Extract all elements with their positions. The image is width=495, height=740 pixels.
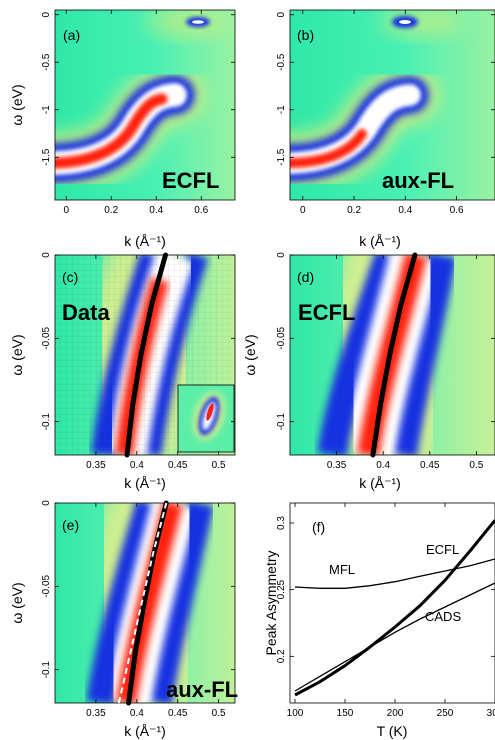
xlabel-e: k (Å⁻¹) — [124, 723, 166, 739]
ytick-label-e: 0 — [41, 500, 52, 506]
series-label-cads: CADS — [425, 609, 461, 624]
ytick-label-a: 0 — [41, 12, 52, 18]
xtick-label-d: 0.35 — [327, 460, 347, 471]
axes-f: 100 150 200 250 300 0.2 0.25 0.3 — [276, 503, 495, 719]
heatmap-c — [55, 255, 235, 455]
series-label-mfl: MFL — [329, 562, 355, 577]
xtick-label-f: 250 — [437, 708, 454, 719]
ytick-label-d: -0.1 — [276, 413, 287, 431]
xtick-label-c: 0.5 — [212, 460, 226, 471]
axes-b: 0 0.2 0.4 0.6 0 -0.5 -1 -1.5 — [276, 10, 495, 216]
xlabel-b: k (Å⁻¹) — [359, 233, 401, 249]
dispersion-dashed-e — [117, 502, 168, 704]
ylabel-c: ω (eV) — [9, 334, 25, 375]
series-label-ecfl: ECFL — [426, 542, 459, 557]
xtick-label-f: 100 — [287, 708, 304, 719]
xlabel-a: k (Å⁻¹) — [124, 233, 166, 249]
ylabel-e: ω (eV) — [9, 582, 25, 623]
ytick-label-a: -0.5 — [41, 53, 52, 71]
inset-c — [177, 384, 235, 453]
xtick-label-f: 200 — [387, 708, 404, 719]
ytick-label-d: -0.05 — [276, 327, 287, 350]
ytick-label-d: 0 — [276, 252, 287, 258]
axes-e: 0.35 0.4 0.45 0.5 0 -0.05 -0.1 — [41, 500, 235, 719]
annotation-b: aux-FL — [382, 168, 454, 193]
panel-a: 0 0.2 0.4 0.6 0 -0.5 -1 -1.5 (a) ECFL ω (eV) k … — [9, 9, 236, 249]
dispersion-curve-d — [370, 252, 418, 458]
annotation-e: aux-FL — [166, 677, 238, 702]
ytick-label-b: -1.5 — [276, 148, 287, 166]
xtick-label-f: 150 — [337, 708, 354, 719]
xlabel-d: k (Å⁻¹) — [359, 475, 401, 491]
series-line-ecfl — [294, 519, 495, 697]
xtick-label-d: 0.4 — [376, 460, 390, 471]
xtick-label-b: 0 — [300, 205, 306, 216]
xtick-label-a: 0.6 — [194, 205, 208, 216]
axes-c: 0.35 0.4 0.45 0.5 0 -0.05 -0.1 — [41, 252, 235, 471]
dispersion-curve-c — [124, 252, 168, 458]
panel-label-d: (d) — [297, 269, 314, 285]
annotation-a: ECFL — [162, 168, 219, 193]
dispersion-d — [370, 252, 418, 458]
panel-d: 0.35 0.4 0.45 0.5 0 -0.05 -0.1 (d) ECFL ω (eV)… — [242, 252, 495, 491]
ylabel-d: ω (eV) — [242, 334, 258, 375]
xtick-label-b: 0.4 — [398, 205, 412, 216]
ytick-label-f: 0.2 — [276, 649, 287, 663]
xtick-label-c: 0.35 — [86, 460, 106, 471]
xtick-label-f: 300 — [487, 708, 495, 719]
heatmap-d — [290, 255, 495, 455]
ytick-label-c: -0.1 — [41, 413, 52, 431]
annotation-c: Data — [62, 300, 110, 325]
ytick-label-b: -0.5 — [276, 53, 287, 71]
xtick-label-e: 0.35 — [86, 708, 106, 719]
panel-label-a: (a) — [63, 27, 80, 43]
panel-label-b: (b) — [297, 27, 314, 43]
xtick-label-b: 0.2 — [347, 205, 361, 216]
panel-b: 0 0.2 0.4 0.6 0 -0.5 -1 -1.5 (b) aux-FL k (Å⁻¹) — [276, 9, 495, 249]
heatmap-a — [55, 10, 235, 200]
series-line-cads — [294, 582, 495, 692]
axes-d: 0.35 0.4 0.45 0.5 0 -0.05 -0.1 — [276, 252, 495, 471]
xtick-label-e: 0.45 — [168, 708, 188, 719]
panel-label-e: (e) — [62, 517, 79, 533]
ytick-label-e: -0.05 — [41, 575, 52, 598]
ytick-label-a: -1.5 — [41, 148, 52, 166]
ytick-label-c: -0.05 — [41, 327, 52, 350]
xtick-label-c: 0.45 — [168, 460, 188, 471]
ylabel-f: Peak Asymmetry — [263, 550, 279, 655]
xtick-label-d: 0.45 — [420, 460, 440, 471]
dispersion-e — [117, 500, 169, 706]
panel-e: 0.35 0.4 0.45 0.5 0 -0.05 -0.1 (e) aux-FL ω (e… — [9, 500, 238, 739]
xtick-label-e: 0.5 — [212, 708, 226, 719]
xtick-label-a: 0.2 — [104, 205, 118, 216]
xtick-label-a: 0 — [63, 205, 69, 216]
xtick-label-c: 0.4 — [130, 460, 144, 471]
dispersion-c — [124, 252, 168, 458]
series-line-mfl — [294, 558, 495, 589]
xtick-label-e: 0.4 — [130, 708, 144, 719]
ylabel-a: ω (eV) — [9, 84, 25, 125]
heatmap-b — [290, 10, 495, 200]
panel-f: 100 150 200 250 300 0.2 0.25 0.3 (f) ECFL MFL C… — [263, 502, 495, 739]
xlabel-f: T (K) — [377, 723, 408, 739]
xtick-label-d: 0.5 — [469, 460, 483, 471]
ytick-label-a: -1 — [41, 105, 52, 114]
ytick-label-b: 0 — [276, 12, 287, 18]
panel-label-f: (f) — [312, 519, 325, 535]
annotation-d: ECFL — [298, 300, 355, 325]
xtick-label-a: 0.4 — [149, 205, 163, 216]
ytick-label-f: 0.25 — [276, 579, 287, 599]
ytick-label-c: 0 — [41, 252, 52, 258]
ytick-label-f: 0.3 — [276, 516, 287, 530]
panel-label-c: (c) — [62, 269, 78, 285]
axes-a: 0 0.2 0.4 0.6 0 -0.5 -1 -1.5 — [41, 10, 235, 216]
xlabel-c: k (Å⁻¹) — [124, 475, 166, 491]
lines-f — [294, 519, 495, 697]
ytick-label-b: -1 — [276, 105, 287, 114]
ytick-label-e: -0.1 — [41, 661, 52, 679]
panel-c: 0.35 0.4 0.45 0.5 0 -0.05 -0.1 (c) Data ω (eV)… — [9, 252, 236, 491]
xtick-label-b: 0.6 — [450, 205, 464, 216]
